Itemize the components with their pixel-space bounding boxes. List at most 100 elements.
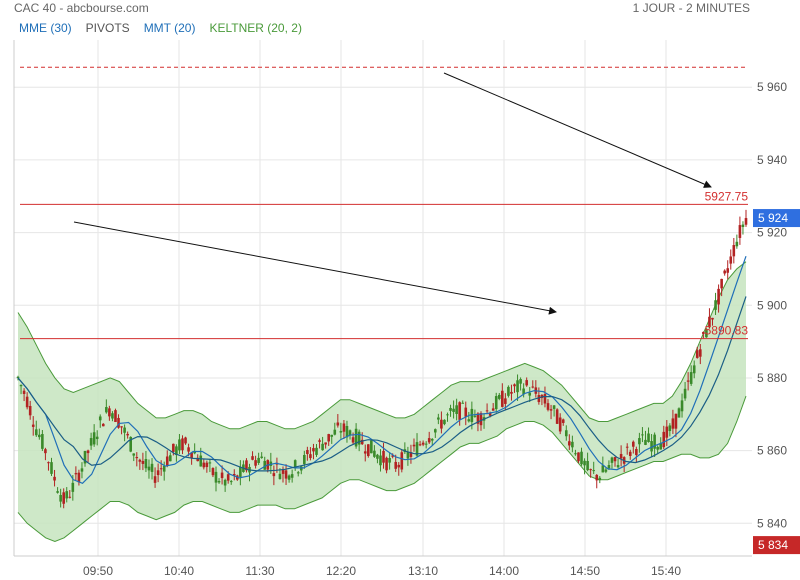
candle-body bbox=[293, 460, 297, 468]
candle-body bbox=[263, 460, 267, 470]
candle-body bbox=[598, 477, 602, 481]
candle-body bbox=[272, 473, 276, 477]
candle-body bbox=[312, 448, 315, 452]
candle-body bbox=[19, 385, 23, 387]
candle-body bbox=[315, 447, 318, 455]
candle-body bbox=[458, 402, 461, 420]
candle-body bbox=[324, 442, 327, 445]
candle-body bbox=[738, 225, 742, 238]
candle-body bbox=[695, 350, 699, 358]
candle-body bbox=[47, 462, 50, 464]
candle-body bbox=[650, 441, 653, 452]
chart-period[interactable]: 1 JOUR - 2 MINUTES bbox=[632, 1, 750, 15]
candle-body bbox=[656, 446, 659, 450]
candle-body bbox=[141, 460, 145, 464]
candle-body bbox=[464, 407, 468, 417]
x-tick-label: 14:00 bbox=[489, 564, 519, 578]
candle-body bbox=[400, 452, 404, 470]
candle-body bbox=[382, 450, 385, 463]
candle-body bbox=[467, 419, 471, 422]
candle-body bbox=[686, 380, 690, 382]
candle-body bbox=[202, 462, 206, 468]
candle-body bbox=[580, 451, 583, 465]
drawn-arrow-lower bbox=[73, 221, 557, 315]
candle-body bbox=[162, 465, 166, 472]
candle-body bbox=[336, 422, 340, 426]
candle-body bbox=[376, 454, 379, 459]
candle-body bbox=[86, 450, 90, 454]
candle-body bbox=[717, 288, 720, 305]
drawn-arrow-upper bbox=[443, 72, 712, 188]
candle-body bbox=[199, 455, 203, 467]
candle-body bbox=[254, 460, 257, 466]
legend-pivots[interactable]: PIVOTS bbox=[85, 21, 130, 35]
candle-body bbox=[732, 245, 736, 257]
candle-body bbox=[555, 409, 559, 424]
candle-body bbox=[735, 241, 739, 247]
x-tick-label: 13:10 bbox=[408, 564, 438, 578]
candle-body bbox=[269, 461, 273, 466]
candle-body bbox=[187, 447, 190, 452]
candle-body bbox=[476, 413, 480, 424]
candle-body bbox=[583, 460, 586, 466]
candle-body bbox=[558, 417, 562, 432]
candle-body bbox=[619, 453, 623, 459]
candle-body bbox=[683, 388, 687, 399]
candle-body bbox=[708, 316, 711, 328]
candle-body bbox=[309, 454, 312, 459]
candle-body bbox=[126, 433, 129, 436]
legend-keltner[interactable]: KELTNER (20, 2) bbox=[209, 21, 302, 35]
candle-body bbox=[132, 453, 136, 456]
candle-body bbox=[351, 437, 355, 443]
candle-body bbox=[239, 466, 242, 477]
candle-body bbox=[370, 440, 373, 454]
candle-body bbox=[68, 496, 72, 498]
x-tick-label: 15:40 bbox=[651, 564, 681, 578]
candle-body bbox=[729, 256, 733, 264]
candle-body bbox=[290, 474, 294, 478]
candle-body bbox=[473, 415, 477, 417]
keltner-lower bbox=[17, 395, 747, 543]
candle-body bbox=[34, 429, 38, 436]
candle-body bbox=[409, 452, 413, 457]
candle-body bbox=[677, 408, 681, 418]
candle-body bbox=[488, 412, 492, 416]
candle-body bbox=[220, 472, 224, 479]
candle-body bbox=[354, 428, 358, 447]
candle-body bbox=[662, 431, 666, 448]
candle-body bbox=[22, 390, 26, 394]
candle-body bbox=[193, 451, 196, 454]
candle-body bbox=[668, 425, 672, 432]
candle-body bbox=[357, 431, 361, 445]
legend-mmt[interactable]: MMT (20) bbox=[143, 21, 196, 35]
candle-body bbox=[278, 473, 282, 480]
mmt-line bbox=[17, 256, 747, 485]
candle-body bbox=[479, 413, 483, 426]
candle-body bbox=[452, 408, 455, 412]
candle-body bbox=[546, 403, 550, 410]
candle-body bbox=[397, 464, 401, 468]
y-tick-label: 5 900 bbox=[757, 298, 787, 312]
candle-body bbox=[95, 436, 99, 440]
candle-body bbox=[330, 434, 334, 437]
candle-body bbox=[71, 482, 75, 492]
candle-body bbox=[513, 384, 516, 387]
candle-body bbox=[284, 470, 288, 479]
candle-body bbox=[625, 446, 629, 448]
keltner-band bbox=[18, 261, 746, 542]
candle-body bbox=[744, 218, 748, 225]
candle-body bbox=[120, 426, 123, 428]
candle-body bbox=[561, 419, 565, 423]
candle-body bbox=[455, 405, 458, 414]
candle-body bbox=[564, 430, 568, 437]
candle-body bbox=[604, 469, 608, 472]
candle-body bbox=[494, 396, 498, 410]
candle-body bbox=[165, 456, 169, 466]
candle-body bbox=[689, 372, 693, 384]
candle-body bbox=[388, 458, 391, 463]
candle-body bbox=[101, 423, 105, 427]
candle-body bbox=[613, 457, 617, 462]
candle-body bbox=[610, 457, 614, 463]
legend-mme[interactable]: MME (30) bbox=[19, 21, 72, 35]
